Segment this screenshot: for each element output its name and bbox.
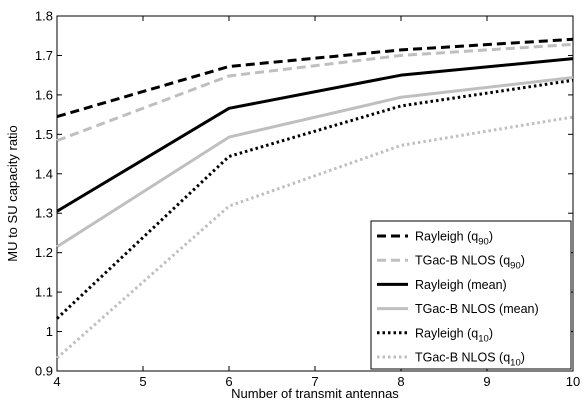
legend-entry-label: TGac-B NLOS (mean): [415, 302, 539, 316]
legend-entry: Rayleigh (q10): [415, 326, 493, 344]
x-tick-label: 9: [483, 374, 490, 389]
y-tick-label: 1.6: [35, 87, 53, 102]
legend-entry: Rayleigh (q90): [415, 230, 493, 248]
legend-entry-label: Rayleigh (mean): [415, 278, 507, 292]
legend-entry-label: TGac-B NLOS (q: [415, 351, 510, 365]
y-tick-label: 1.1: [35, 285, 53, 300]
plot-area: 4 5 6 7 8 9 10 0.9 1 1.1 1.2 1.3 1.4 1.5 1.6 1.7 1.8: [35, 9, 580, 390]
legend: Rayleigh (q90)TGac-B NLOS (q90)Rayleigh …: [370, 220, 572, 370]
series-line-4: [56, 76, 574, 249]
series-line-1: [56, 37, 574, 119]
x-tick-label: 8: [397, 374, 404, 389]
legend-entry: TGac-B NLOS (q10): [415, 351, 525, 369]
y-tick-label: 1.3: [35, 206, 53, 221]
x-tick-label: 5: [139, 374, 146, 389]
legend-entry-suffix: ): [489, 326, 493, 340]
legend-entry-label: TGac-B NLOS (q: [415, 254, 510, 268]
y-tick-label: 1.2: [35, 245, 53, 260]
y-tick-label: 1.5: [35, 127, 53, 142]
series-line-6: [56, 115, 574, 360]
legend-entry: TGac-B NLOS (q90): [415, 254, 525, 272]
x-axis-label: Number of transmit antennas: [231, 386, 399, 401]
x-tick-label: 6: [225, 374, 232, 389]
x-tick-label: 10: [566, 374, 580, 389]
legend-entry-suffix: ): [521, 254, 525, 268]
y-tick-label: 1.8: [35, 9, 53, 24]
legend-entry-label: Rayleigh (q: [415, 326, 478, 340]
y-tick-label: 1.7: [35, 48, 53, 63]
y-axis-label: MU to SU capacity ratio: [5, 125, 20, 262]
series-line-3: [56, 57, 574, 213]
legend-entry-subscript: 10: [478, 333, 489, 344]
legend-entry-subscript: 10: [510, 358, 521, 369]
legend-entry-label: Rayleigh (q: [415, 230, 478, 244]
legend-entry: TGac-B NLOS (mean): [415, 302, 539, 316]
legend-entry-subscript: 90: [478, 237, 489, 248]
x-tick-label: 4: [53, 374, 60, 389]
y-tick-label: 0.9: [35, 364, 53, 379]
y-tick-label: 1: [46, 324, 53, 339]
y-tick-label: 1.4: [35, 166, 53, 181]
legend-entry-suffix: ): [489, 230, 493, 244]
legend-entry: Rayleigh (mean): [415, 278, 507, 292]
legend-box: [370, 220, 572, 370]
series-line-2: [56, 42, 574, 143]
x-tick-label: 7: [311, 374, 318, 389]
legend-entry-subscript: 90: [510, 261, 521, 272]
legend-entry-suffix: ): [521, 351, 525, 365]
series-line-5: [55, 78, 574, 320]
